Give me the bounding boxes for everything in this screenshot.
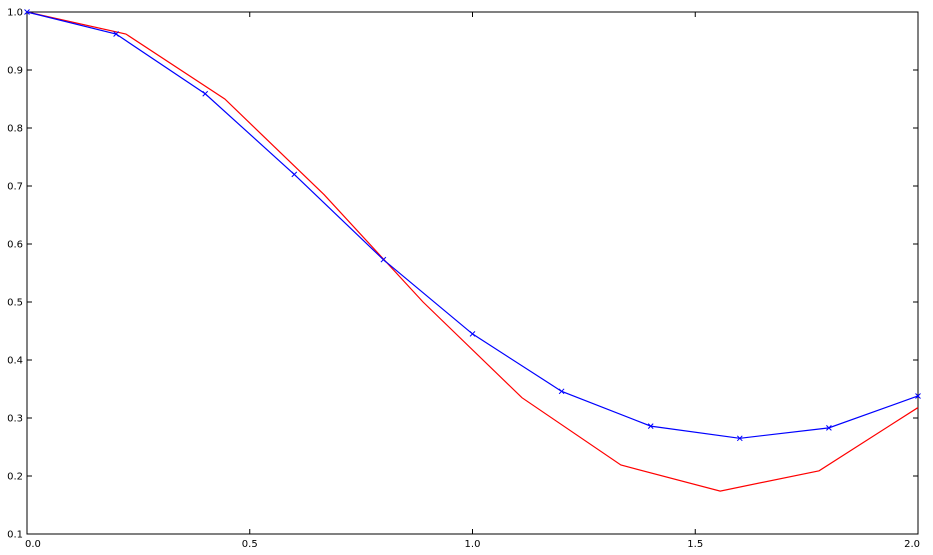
y-tick-label: 0.9 <box>7 66 23 77</box>
y-tick-label: 0.1 <box>7 530 23 541</box>
data-point-marker <box>558 388 565 395</box>
y-tick-label: 0.2 <box>7 472 23 483</box>
y-tick-label: 1.0 <box>7 8 23 19</box>
x-tick-label: 0.5 <box>242 539 258 550</box>
data-point-marker <box>647 423 654 429</box>
y-tick-label: 0.8 <box>7 124 23 135</box>
x-tick-label: 0.0 <box>25 539 41 550</box>
data-point-marker <box>202 90 209 97</box>
data-point-marker <box>113 31 119 37</box>
data-point-marker <box>469 331 476 337</box>
data-point-marker <box>915 393 921 399</box>
series-layer <box>24 9 921 492</box>
x-tick-label: 1.5 <box>687 539 703 550</box>
series-line-2 <box>26 11 919 439</box>
series-line-1 <box>26 11 919 492</box>
data-point-marker <box>291 171 298 178</box>
x-tick-label: 1.0 <box>465 539 481 550</box>
data-point-marker <box>826 425 832 431</box>
axis-ticks: 0.0 0.5 1.0 1.5 2.0 0.1 0.2 0.3 0.4 0.5 0.6 0.7 0.8 0… <box>7 8 920 551</box>
data-point-marker <box>380 256 387 263</box>
y-tick-label: 0.7 <box>7 182 23 193</box>
y-tick-label: 0.4 <box>7 356 23 367</box>
y-tick-label: 0.5 <box>7 298 23 309</box>
y-tick-label: 0.3 <box>7 414 23 425</box>
x-tick-label: 2.0 <box>904 539 920 550</box>
plot-frame <box>26 11 919 535</box>
data-point-marker <box>736 435 743 442</box>
data-point-marker <box>24 9 30 15</box>
y-tick-label: 0.6 <box>7 240 23 251</box>
